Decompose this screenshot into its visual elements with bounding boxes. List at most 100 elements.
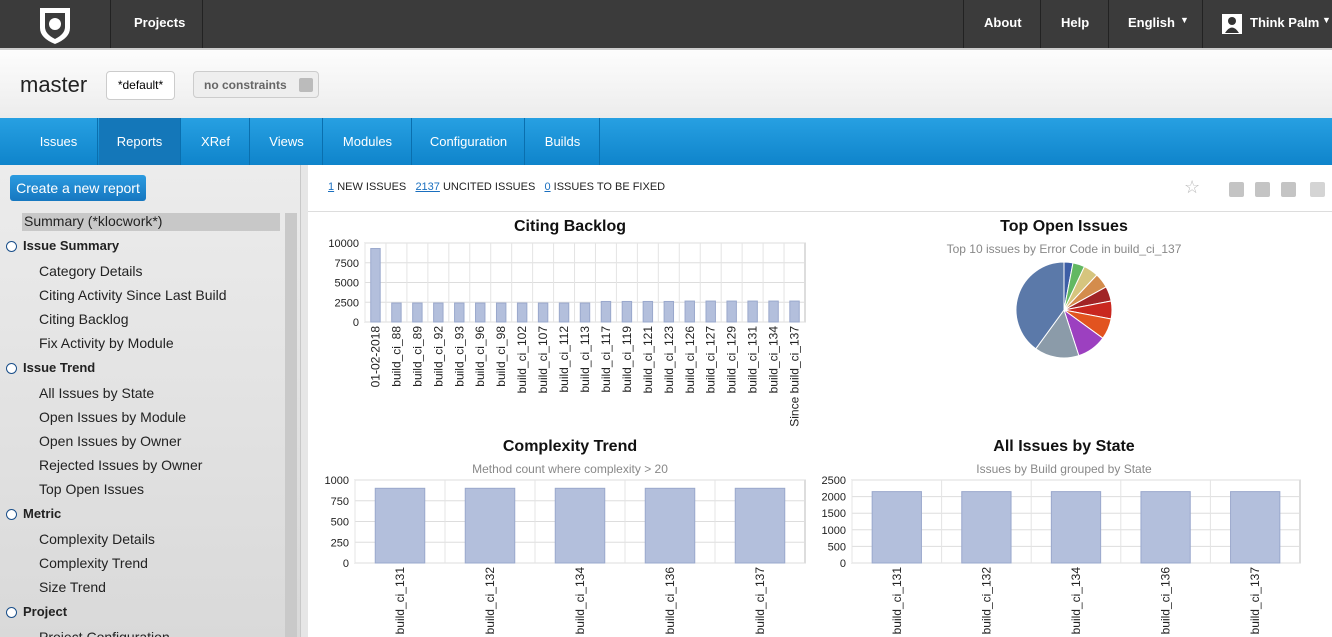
tool-icon[interactable] (1229, 182, 1244, 197)
nav-projects[interactable]: Projects (134, 15, 185, 30)
x-tick-label: build_ci_126 (683, 326, 697, 394)
to-fix-label: ISSUES TO BE FIXED (554, 181, 665, 193)
to-fix-count[interactable]: 0 (544, 181, 550, 193)
user-icon (1222, 14, 1242, 34)
group-title[interactable]: Issue Trend (23, 360, 95, 375)
tab[interactable]: Issues (20, 118, 98, 165)
bar (748, 301, 757, 322)
y-tick-label: 500 (828, 541, 846, 553)
x-tick-label: build_ci_117 (599, 326, 613, 393)
tab[interactable]: Modules (324, 118, 412, 165)
chart-title: All Issues by State (993, 438, 1134, 455)
chart-title: Complexity Trend (503, 438, 637, 455)
report-link[interactable]: Open Issues by Owner (39, 433, 181, 449)
new-report-button[interactable]: Create a new report (10, 175, 146, 201)
report-link[interactable]: Open Issues by Module (39, 409, 186, 425)
bar (375, 488, 425, 563)
star-icon[interactable]: ☆ (1184, 177, 1200, 198)
summary-item[interactable]: Summary (*klocwork*) (24, 213, 162, 229)
x-tick-label: build_ci_121 (641, 326, 655, 394)
report-link[interactable]: Fix Activity by Module (39, 335, 174, 351)
nav-about[interactable]: About (984, 15, 1022, 30)
uncited-label: UNCITED ISSUES (443, 181, 535, 193)
uncited-count[interactable]: 2137 (415, 181, 439, 193)
x-tick-label: build_ci_131 (890, 567, 904, 635)
report-link[interactable]: Rejected Issues by Owner (39, 457, 202, 473)
tool-icon[interactable] (1310, 182, 1325, 197)
y-tick-label: 1500 (822, 508, 846, 520)
nav-language[interactable]: English (1128, 15, 1175, 30)
nav-user[interactable]: Think Palm (1250, 15, 1319, 30)
bar (392, 303, 401, 322)
bar (962, 492, 1011, 563)
caret: ▼ (1180, 15, 1189, 25)
nav-help[interactable]: Help (1061, 15, 1089, 30)
chart-subtitle: Top 10 issues by Error Code in build_ci_… (947, 242, 1182, 256)
y-tick-label: 10000 (328, 238, 359, 250)
sidebar: Create a new report Summary (*klocwork*)… (0, 165, 300, 637)
report-link[interactable]: Complexity Trend (39, 555, 148, 571)
splitter[interactable] (300, 165, 308, 637)
group-title[interactable]: Metric (23, 506, 61, 521)
y-tick-label: 0 (353, 317, 359, 329)
scrollbar[interactable] (285, 213, 297, 637)
x-tick-label: build_ci_93 (452, 326, 466, 387)
tool-icon[interactable] (1255, 182, 1270, 197)
project-title: master (20, 72, 87, 98)
tab[interactable]: Reports (99, 118, 181, 165)
report-link[interactable]: Citing Backlog (39, 311, 129, 327)
config-badge[interactable]: *default* (106, 71, 175, 100)
report-link[interactable]: Project Configuration (39, 629, 170, 637)
y-tick-label: 250 (331, 537, 349, 549)
group-title[interactable]: Project (23, 604, 67, 619)
tool-icon[interactable] (1281, 182, 1296, 197)
x-tick-label: build_ci_134 (1069, 567, 1083, 635)
chart-title: Top Open Issues (1000, 218, 1128, 235)
bar (1051, 492, 1100, 563)
bar (735, 488, 785, 563)
x-tick-label: build_ci_113 (578, 326, 592, 393)
report-link[interactable]: Category Details (39, 263, 143, 279)
chart-subtitle: Method count where complexity > 20 (472, 462, 668, 476)
collapse-icon (6, 509, 17, 520)
bar (790, 301, 799, 322)
bar (706, 301, 715, 322)
x-tick-label: build_ci_132 (979, 567, 993, 635)
x-tick-label: build_ci_89 (410, 326, 424, 387)
y-tick-label: 1000 (822, 525, 846, 537)
bar (371, 249, 380, 322)
report-link[interactable]: Citing Activity Since Last Build (39, 287, 227, 303)
caret: ▼ (1322, 15, 1331, 25)
x-tick-label: build_ci_129 (725, 326, 739, 394)
bar (601, 301, 610, 322)
y-tick-label: 0 (343, 558, 349, 570)
y-tick-label: 7500 (335, 258, 359, 270)
y-tick-label: 2500 (822, 475, 846, 487)
x-tick-label: 01-02-2018 (368, 326, 382, 388)
bar (622, 301, 631, 322)
report-link[interactable]: All Issues by State (39, 385, 154, 401)
x-tick-label: build_ci_92 (431, 326, 445, 387)
edit-icon[interactable] (299, 78, 313, 92)
bar (517, 303, 526, 322)
tab[interactable]: Builds (526, 118, 600, 165)
x-tick-label: build_ci_112 (557, 326, 571, 393)
new-issues-count[interactable]: 1 (328, 181, 334, 193)
report-link[interactable]: Size Trend (39, 579, 106, 595)
charts: Citing Backlog02500500075001000001-02-20… (308, 212, 1332, 637)
y-tick-label: 5000 (335, 278, 359, 290)
logo[interactable] (36, 4, 74, 46)
y-tick-label: 750 (331, 496, 349, 508)
bar (769, 301, 778, 322)
bar (645, 488, 695, 563)
x-tick-label: build_ci_136 (663, 567, 677, 635)
x-tick-label: build_ci_102 (515, 326, 529, 394)
tab[interactable]: XRef (182, 118, 250, 165)
report-link[interactable]: Complexity Details (39, 531, 155, 547)
tab[interactable]: Configuration (413, 118, 525, 165)
report-link[interactable]: Top Open Issues (39, 481, 144, 497)
group-title[interactable]: Issue Summary (23, 238, 119, 253)
issue-counters: 1 NEW ISSUES 2137 UNCITED ISSUES 0 ISSUE… (328, 181, 665, 193)
tab[interactable]: Views (251, 118, 323, 165)
